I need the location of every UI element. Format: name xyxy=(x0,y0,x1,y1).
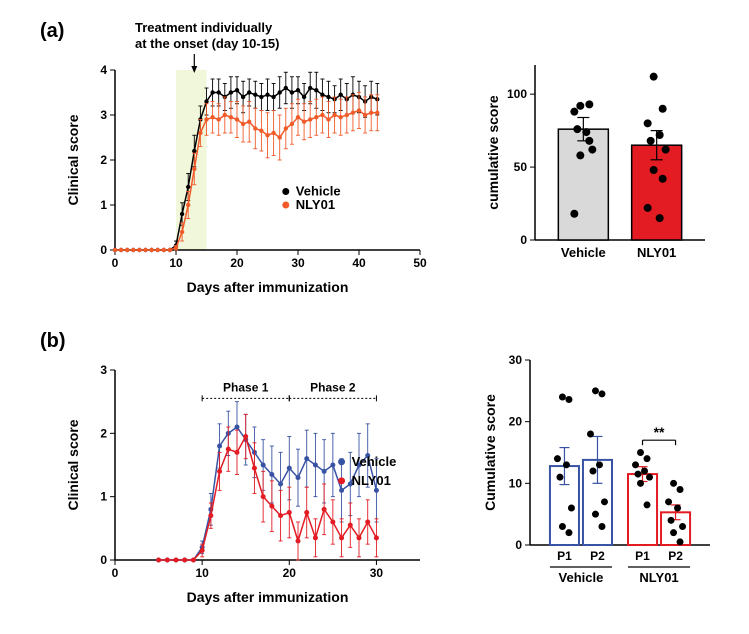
svg-text:20: 20 xyxy=(509,415,523,429)
svg-text:2: 2 xyxy=(100,426,107,440)
panel-b-line-chart: 0 10 20 30 0 1 2 3 Days after immunization Clinic… xyxy=(60,340,440,610)
svg-text:0: 0 xyxy=(520,233,527,247)
svg-text:NLY01: NLY01 xyxy=(637,245,676,260)
panel-a-bar-chart: 0 50 100 cumulative score Vehicle NLY01 xyxy=(480,50,720,280)
svg-text:NLY01: NLY01 xyxy=(296,197,335,212)
svg-text:30: 30 xyxy=(291,256,305,270)
svg-text:Vehicle: Vehicle xyxy=(559,570,604,585)
annotation-line-1: Treatment individually xyxy=(135,20,280,36)
svg-text:Days after immunization: Days after immunization xyxy=(187,279,349,295)
svg-text:P2: P2 xyxy=(590,549,605,563)
svg-text:20: 20 xyxy=(230,256,244,270)
svg-text:40: 40 xyxy=(352,256,366,270)
svg-text:NLY01: NLY01 xyxy=(639,570,678,585)
svg-text:Vehicle: Vehicle xyxy=(561,245,606,260)
svg-text:100: 100 xyxy=(507,87,527,101)
svg-text:cumulative score: cumulative score xyxy=(485,95,501,210)
svg-text:0: 0 xyxy=(100,243,107,257)
panel-a-line-chart: 0 10 20 30 40 50 0 1 2 3 4 Days after immunization C… xyxy=(60,40,440,300)
svg-text:0: 0 xyxy=(515,538,522,552)
svg-text:Vehicle: Vehicle xyxy=(352,454,397,469)
svg-text:20: 20 xyxy=(283,566,297,580)
svg-text:1: 1 xyxy=(100,198,107,212)
svg-text:10: 10 xyxy=(169,256,183,270)
svg-text:P1: P1 xyxy=(635,549,650,563)
svg-text:0: 0 xyxy=(112,256,119,270)
svg-text:2: 2 xyxy=(100,153,107,167)
svg-text:3: 3 xyxy=(100,108,107,122)
svg-text:**: ** xyxy=(654,424,665,440)
svg-text:3: 3 xyxy=(100,363,107,377)
svg-text:30: 30 xyxy=(509,353,523,367)
svg-text:50: 50 xyxy=(413,256,427,270)
svg-text:0: 0 xyxy=(100,553,107,567)
svg-text:10: 10 xyxy=(509,476,523,490)
svg-text:4: 4 xyxy=(100,63,107,77)
svg-text:NLY01: NLY01 xyxy=(352,473,391,488)
svg-text:10: 10 xyxy=(195,566,209,580)
svg-text:Days after immunization: Days after immunization xyxy=(187,589,349,605)
svg-text:Phase 2: Phase 2 xyxy=(310,380,356,394)
svg-text:Cumulative score: Cumulative score xyxy=(482,394,498,511)
svg-text:Clinical score: Clinical score xyxy=(65,419,81,510)
svg-text:P2: P2 xyxy=(668,549,683,563)
svg-text:Phase 1: Phase 1 xyxy=(223,380,269,394)
svg-text:1: 1 xyxy=(100,490,107,504)
svg-text:50: 50 xyxy=(514,160,528,174)
svg-text:0: 0 xyxy=(112,566,119,580)
panel-b-bar-chart: 0 10 20 30 Cumulative score P1 P2 P1 P2 Vehicle NL… xyxy=(480,340,720,600)
svg-text:P1: P1 xyxy=(557,549,572,563)
svg-text:30: 30 xyxy=(370,566,384,580)
svg-text:Clinical score: Clinical score xyxy=(65,114,81,205)
